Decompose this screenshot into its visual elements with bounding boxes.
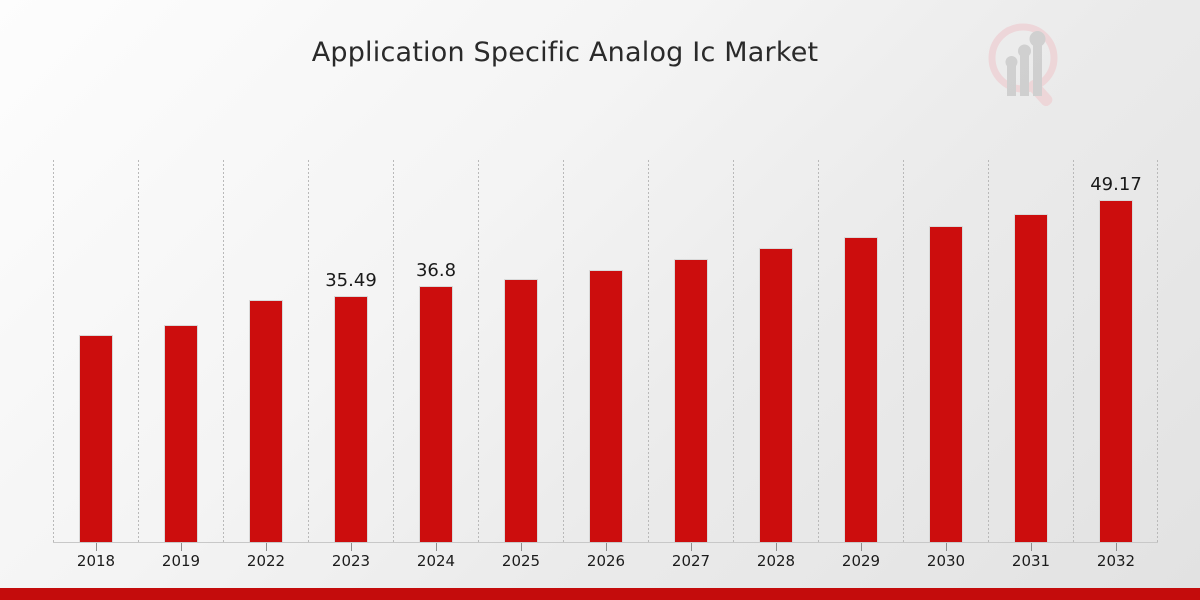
gridline — [733, 160, 734, 542]
x-axis-label-2027: 2027 — [671, 552, 711, 570]
x-axis-label-2025: 2025 — [501, 552, 541, 570]
magnifier-bar-chart-logo-icon — [988, 23, 1058, 107]
gridline — [223, 160, 224, 542]
bar-2024[interactable] — [419, 286, 453, 542]
x-axis-label-2032: 2032 — [1096, 552, 1136, 570]
bar-2029[interactable] — [844, 237, 878, 542]
gridline — [308, 160, 309, 542]
x-axis-tick — [436, 543, 437, 551]
bar-2022[interactable] — [249, 300, 283, 542]
x-axis-label-2022: 2022 — [246, 552, 286, 570]
x-axis-tick — [861, 543, 862, 551]
gridline — [903, 160, 904, 542]
x-axis-label-2026: 2026 — [586, 552, 626, 570]
x-axis-tick — [606, 543, 607, 551]
gridline — [988, 160, 989, 542]
bar-value-label-2023: 35.49 — [325, 270, 377, 291]
gridline — [648, 160, 649, 542]
x-axis-tick — [266, 543, 267, 551]
bar-2031[interactable] — [1014, 214, 1048, 542]
x-axis-tick — [1031, 543, 1032, 551]
bar-2025[interactable] — [504, 279, 538, 542]
x-axis-tick — [946, 543, 947, 551]
x-axis-label-2024: 2024 — [416, 552, 456, 570]
chart-plot-area — [53, 160, 1158, 542]
x-axis-tick — [776, 543, 777, 551]
bar-2023[interactable] — [334, 296, 368, 542]
bar-2019[interactable] — [164, 325, 198, 542]
bar-2018[interactable] — [79, 335, 113, 542]
gridline — [478, 160, 479, 542]
gridline — [53, 160, 54, 542]
x-axis-label-2028: 2028 — [756, 552, 796, 570]
gridline — [1073, 160, 1074, 542]
bar-2032[interactable] — [1099, 200, 1133, 542]
page-title: Application Specific Analog Ic Market — [311, 37, 819, 68]
bar-2028[interactable] — [759, 248, 793, 542]
x-axis-label-2023: 2023 — [331, 552, 371, 570]
bar-2026[interactable] — [589, 270, 623, 542]
bar-2027[interactable] — [674, 259, 708, 542]
gridline — [138, 160, 139, 542]
x-axis-baseline — [53, 542, 1158, 543]
x-axis-tick — [181, 543, 182, 551]
x-axis-tick — [521, 543, 522, 551]
bar-2030[interactable] — [929, 226, 963, 542]
x-axis-label-2018: 2018 — [76, 552, 116, 570]
x-axis-tick — [1116, 543, 1117, 551]
x-axis-label-2019: 2019 — [161, 552, 201, 570]
gridline — [563, 160, 564, 542]
x-axis-label-2030: 2030 — [926, 552, 966, 570]
x-axis-label-2029: 2029 — [841, 552, 881, 570]
x-axis-tick — [691, 543, 692, 551]
gridline — [818, 160, 819, 542]
x-axis-tick — [96, 543, 97, 551]
gridline — [393, 160, 394, 542]
x-axis-label-2031: 2031 — [1011, 552, 1051, 570]
bar-value-label-2024: 36.8 — [415, 260, 457, 281]
bar-value-label-2032: 49.17 — [1090, 174, 1142, 195]
gridline — [1157, 160, 1158, 542]
footer-accent-strip — [0, 588, 1200, 600]
x-axis-tick — [351, 543, 352, 551]
